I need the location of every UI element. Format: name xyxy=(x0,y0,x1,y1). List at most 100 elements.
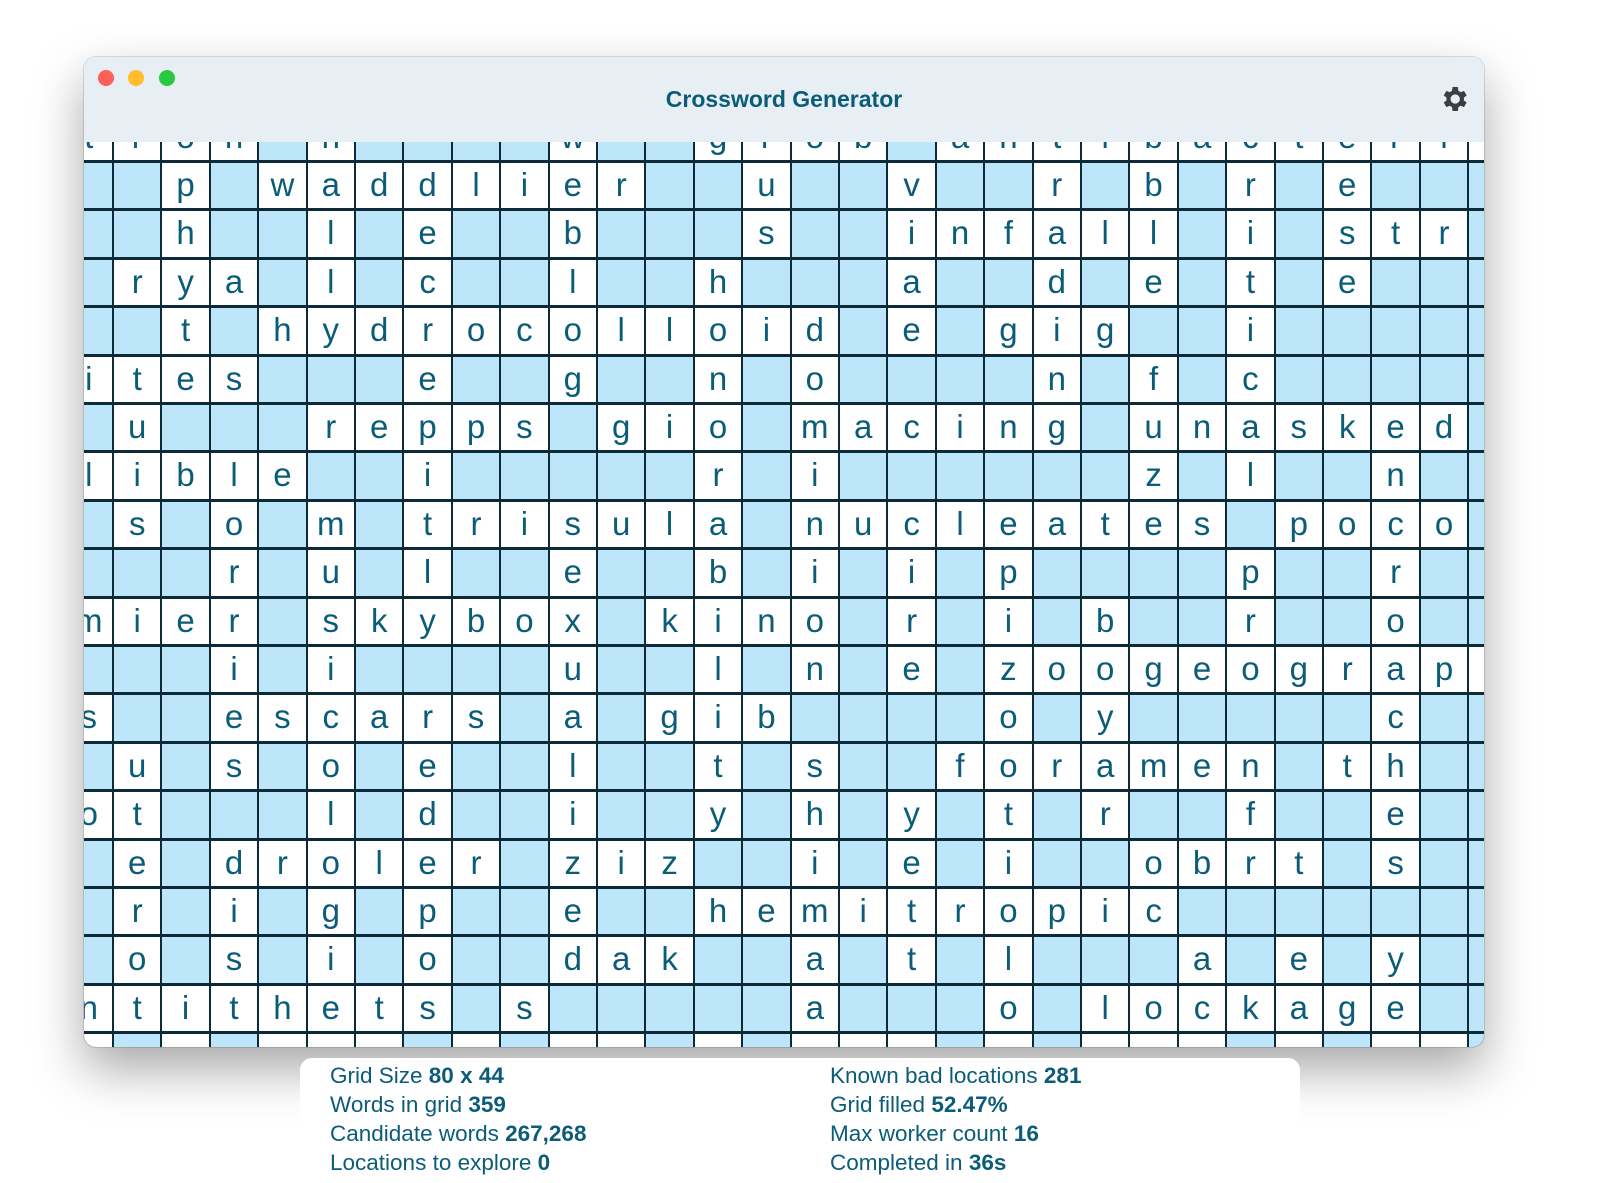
grid-cell-letter: u xyxy=(743,163,792,212)
grid-cell-blank xyxy=(598,889,647,938)
grid-cell-letter: f xyxy=(985,211,1034,260)
grid-cell-letter xyxy=(1372,1034,1421,1047)
grid-cell-blank xyxy=(888,743,937,793)
grid-cell-letter: t xyxy=(694,743,744,793)
grid-cell-blank xyxy=(1469,937,1484,986)
grid-cell-letter: m xyxy=(791,889,840,938)
grid-cell-blank xyxy=(936,695,986,744)
grid-cell-blank xyxy=(162,695,211,744)
grid-cell-blank xyxy=(84,405,114,454)
grid-cell-blank xyxy=(501,550,550,599)
grid-cell-blank xyxy=(1178,889,1228,938)
grid-cell-letter: r xyxy=(1420,211,1470,260)
grid-cell-blank xyxy=(501,743,550,793)
stat-known-bad-locations: Known bad locations 281 xyxy=(830,1063,1082,1088)
grid-cell-blank xyxy=(162,792,211,841)
grid-cell-blank xyxy=(598,598,647,647)
grid-cell-blank xyxy=(501,647,550,696)
grid-cell-letter: i xyxy=(162,985,211,1035)
grid-cell-letter: e xyxy=(1324,163,1373,212)
grid-cell-letter: a xyxy=(307,163,356,212)
grid-cell-blank xyxy=(1178,308,1228,357)
grid-cell-letter: b xyxy=(1130,163,1179,212)
grid-cell-blank xyxy=(1469,163,1484,212)
grid-cell-blank xyxy=(84,743,114,793)
grid-cell-letter: u xyxy=(549,647,598,696)
grid-cell-blank xyxy=(646,163,695,212)
grid-cell-blank xyxy=(1372,356,1421,405)
grid-cell-letter: n xyxy=(210,142,260,163)
maximize-window-button[interactable] xyxy=(159,70,175,86)
gear-icon[interactable] xyxy=(1438,83,1470,115)
grid-cell-letter: i xyxy=(501,501,550,551)
grid-cell-blank xyxy=(985,163,1034,212)
grid-cell-blank xyxy=(1033,453,1082,502)
grid-cell-blank xyxy=(936,259,986,309)
grid-cell-blank xyxy=(1275,259,1324,309)
grid-cell-letter: l xyxy=(936,501,986,551)
grid-cell-blank xyxy=(259,937,308,986)
grid-cell-letter: o xyxy=(1033,647,1082,696)
grid-cell-letter xyxy=(985,1034,1034,1047)
grid-cell-letter: i xyxy=(307,937,356,986)
grid-cell-letter: t xyxy=(888,889,937,938)
grid-cell-blank xyxy=(114,550,163,599)
grid-cell-letter: r xyxy=(1033,163,1082,212)
grid-cell-letter: n xyxy=(307,142,356,163)
grid-cell-blank xyxy=(840,792,889,841)
grid-cell-blank xyxy=(694,211,744,260)
grid-cell-letter: i xyxy=(936,405,986,454)
grid-cell-blank xyxy=(1420,163,1470,212)
grid-cell-letter: a xyxy=(1275,985,1324,1035)
grid-cell-letter: o xyxy=(791,598,840,647)
crossword-grid-viewport[interactable]: tronnwgrobantibacteriapwaddlieruvrbrehle… xyxy=(84,142,1484,1047)
grid-cell-blank xyxy=(646,356,695,405)
grid-cell-letter: o xyxy=(84,792,114,841)
grid-cell-blank xyxy=(259,211,308,260)
grid-cell-letter: d xyxy=(210,840,260,889)
grid-cell-blank xyxy=(791,259,840,309)
grid-cell-letter: s xyxy=(501,405,550,454)
grid-cell-letter: s xyxy=(743,211,792,260)
grid-cell-blank xyxy=(1324,308,1373,357)
grid-cell-blank xyxy=(404,647,453,696)
grid-cell-letter: s xyxy=(1324,211,1373,260)
grid-cell-letter: e xyxy=(259,453,308,502)
grid-cell-blank xyxy=(936,550,986,599)
grid-cell-letter: r xyxy=(210,550,260,599)
grid-cell-letter xyxy=(259,1034,308,1047)
grid-cell-blank xyxy=(1469,453,1484,502)
grid-cell-letter: o xyxy=(1372,598,1421,647)
grid-cell-blank xyxy=(1178,356,1228,405)
close-window-button[interactable] xyxy=(98,70,114,86)
grid-cell-blank xyxy=(743,259,792,309)
grid-cell-letter: d xyxy=(1420,405,1470,454)
grid-cell-letter: i xyxy=(694,695,744,744)
grid-cell-blank xyxy=(1178,695,1228,744)
grid-cell-letter: u xyxy=(114,405,163,454)
grid-cell-letter: o xyxy=(549,308,598,357)
grid-cell-letter: d xyxy=(356,308,405,357)
grid-cell-letter: a xyxy=(694,501,744,551)
grid-cell-letter xyxy=(549,1034,598,1047)
grid-cell-blank xyxy=(1033,840,1082,889)
grid-cell-blank xyxy=(1033,1034,1082,1047)
minimize-window-button[interactable] xyxy=(128,70,144,86)
grid-cell-blank xyxy=(162,647,211,696)
grid-cell-blank xyxy=(356,453,405,502)
grid-cell-letter: t xyxy=(888,937,937,986)
grid-cell-letter: e xyxy=(888,647,937,696)
grid-cell-blank xyxy=(1420,937,1470,986)
grid-cell-blank xyxy=(356,501,405,551)
grid-cell-blank xyxy=(985,453,1034,502)
grid-cell-blank xyxy=(1033,937,1082,986)
grid-cell-letter: b xyxy=(743,695,792,744)
grid-cell-letter: i xyxy=(840,889,889,938)
grid-cell-blank xyxy=(356,550,405,599)
grid-cell-blank xyxy=(356,142,405,163)
grid-cell-letter: r xyxy=(307,405,356,454)
grid-cell-blank xyxy=(549,405,598,454)
grid-cell-blank xyxy=(1178,598,1228,647)
grid-cell-letter: c xyxy=(888,405,937,454)
grid-cell-letter: x xyxy=(549,598,598,647)
